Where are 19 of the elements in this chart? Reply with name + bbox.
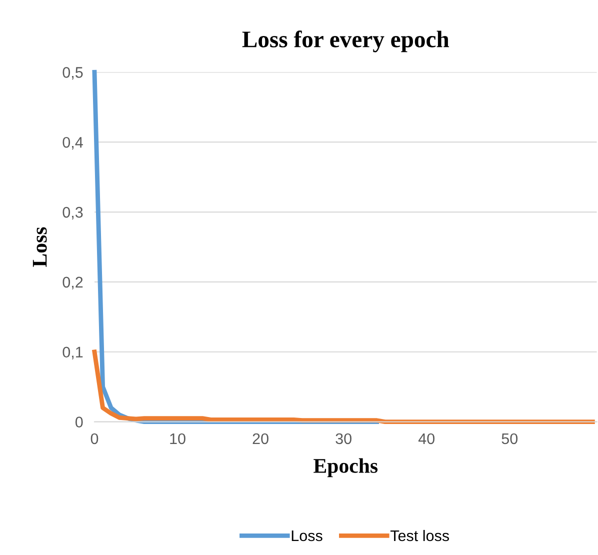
legend-label: Test loss (390, 530, 449, 542)
y-tick-label: 0,2 (62, 276, 83, 290)
x-tick-label: 40 (418, 433, 434, 444)
line-series (92, 70, 380, 424)
y-tick-label: 0,4 (62, 136, 83, 150)
line-series (92, 350, 595, 424)
y-axis-title: Loss (32, 227, 47, 267)
y-tick-label: 0 (75, 416, 83, 428)
x-axis-title: Epochs (314, 458, 378, 478)
legend-label: Loss (292, 530, 322, 542)
x-tick-label: 30 (336, 433, 352, 444)
chart-title: Loss for every epoch (242, 30, 450, 52)
x-tick-label: 50 (502, 433, 518, 444)
x-tick-label: 20 (252, 433, 268, 444)
x-tick-label: 0 (90, 433, 98, 444)
y-tick-label: 0,5 (62, 67, 83, 80)
y-tick-label: 0,1 (62, 346, 83, 360)
x-tick-label: 10 (170, 433, 186, 444)
y-tick-label: 0,3 (62, 206, 83, 220)
